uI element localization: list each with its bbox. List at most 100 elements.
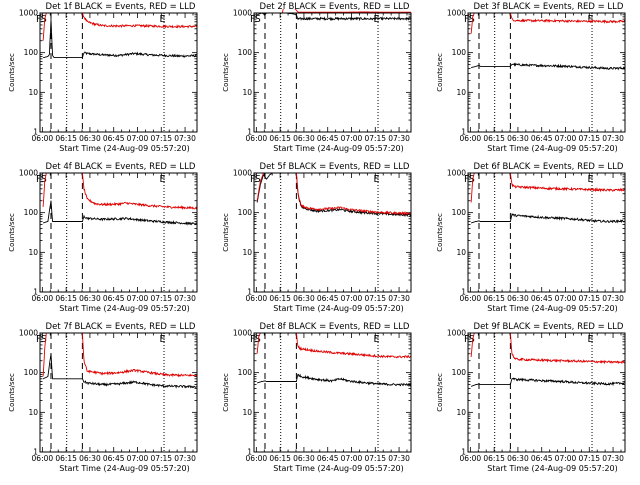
x-axis-label: Start Time (24-Aug-09 05:57:20)	[273, 144, 404, 153]
y-tick-label: 1	[247, 128, 252, 137]
plot-frame	[253, 172, 412, 293]
x-tick-label: 06:45	[317, 454, 339, 463]
y-tick-label: 100	[452, 368, 467, 377]
x-tick-label: 06:45	[317, 294, 339, 303]
x-tick-label: 06:15	[483, 134, 505, 143]
x-tick-label: 07:30	[388, 294, 410, 303]
panel-title: Det 3f BLACK = Events, RED = LLD	[474, 2, 624, 12]
panel-title: Det 9f BLACK = Events, RED = LLD	[474, 322, 624, 332]
y-tick-label: 10	[242, 408, 252, 417]
panel-title: Det 2f BLACK = Events, RED = LLD	[260, 2, 410, 12]
x-tick-label: 06:00	[32, 294, 54, 303]
marker-s-label: S	[41, 174, 47, 185]
series-group	[42, 332, 197, 389]
y-tick-label: 10	[242, 88, 252, 97]
x-tick-label: 07:15	[578, 454, 600, 463]
marker-f-label: F	[36, 14, 41, 25]
x-tick-label: 06:00	[32, 134, 54, 143]
x-axis-label: Start Time (24-Aug-09 05:57:20)	[59, 304, 190, 313]
y-axis-label: Counts/sec	[8, 373, 16, 412]
series-events	[256, 172, 411, 218]
y-tick-label: 1000	[447, 169, 466, 178]
y-axis-label: Counts/sec	[436, 373, 444, 412]
x-tick-label: 07:15	[150, 294, 172, 303]
x-tick-label: 07:30	[602, 134, 624, 143]
marker-s-label: S	[469, 174, 475, 185]
marker-e-label: E	[159, 334, 165, 345]
marker-f-label: F	[250, 174, 255, 185]
marker-e-label: E	[373, 334, 379, 345]
y-tick-label: 1000	[233, 169, 252, 178]
series-events	[470, 213, 625, 224]
x-tick-label: 06:00	[246, 454, 268, 463]
series-group	[256, 172, 411, 218]
x-tick-label: 07:30	[388, 134, 410, 143]
x-tick-label: 07:00	[555, 134, 577, 143]
panel-1: Det 1f BLACK = Events, RED = LLD Counts/s…	[8, 2, 198, 153]
y-tick-label: 100	[452, 48, 467, 57]
y-tick-label: 1000	[19, 169, 38, 178]
x-tick-label: 06:45	[531, 294, 553, 303]
panel-title: Det 4f BLACK = Events, RED = LLD	[46, 162, 196, 172]
x-tick-label: 06:15	[269, 134, 291, 143]
y-tick-label: 100	[452, 208, 467, 217]
x-tick-label: 06:15	[269, 294, 291, 303]
x-tick-label: 06:30	[507, 454, 529, 463]
marker-f-label: F	[250, 334, 255, 345]
marker-f-label: F	[464, 14, 469, 25]
x-tick-label: 07:15	[364, 454, 386, 463]
series-group	[42, 12, 197, 59]
marker-s-label: S	[469, 334, 475, 345]
marker-f-label: F	[464, 174, 469, 185]
y-tick-label: 1	[461, 128, 466, 137]
plot-frame	[39, 172, 198, 293]
x-axis-label: Start Time (24-Aug-09 05:57:20)	[273, 464, 404, 473]
panel-4: Det 4f BLACK = Events, RED = LLD Counts/s…	[8, 162, 198, 313]
y-axis-label: Counts/sec	[222, 373, 230, 412]
marker-s-label: S	[255, 14, 261, 25]
x-tick-label: 07:00	[127, 134, 149, 143]
x-tick-label: 06:30	[507, 294, 529, 303]
x-tick-label: 07:30	[174, 454, 196, 463]
y-tick-label: 1000	[447, 329, 466, 338]
marker-e-label: E	[373, 14, 379, 25]
x-tick-label: 06:15	[55, 294, 77, 303]
series-group	[256, 332, 411, 388]
marker-s-label: S	[41, 14, 47, 25]
x-tick-label: 06:30	[79, 134, 101, 143]
plot-frame	[253, 332, 412, 453]
series-lld	[256, 172, 411, 216]
series-group	[42, 172, 197, 226]
x-tick-label: 06:30	[293, 294, 315, 303]
panel-title: Det 8f BLACK = Events, RED = LLD	[260, 322, 410, 332]
y-tick-label: 100	[238, 48, 253, 57]
panel-title: Det 7f BLACK = Events, RED = LLD	[46, 322, 196, 332]
y-tick-label: 10	[242, 248, 252, 257]
plot-frame	[253, 12, 412, 133]
marker-e-label: E	[587, 14, 593, 25]
y-tick-label: 100	[24, 208, 39, 217]
series-lld	[257, 9, 411, 14]
y-tick-label: 1000	[447, 9, 466, 18]
x-tick-label: 06:45	[103, 134, 125, 143]
x-tick-label: 07:00	[341, 294, 363, 303]
marker-e-label: E	[159, 174, 165, 185]
y-axis-label: Counts/sec	[436, 213, 444, 252]
x-axis-label: Start Time (24-Aug-09 05:57:20)	[59, 464, 190, 473]
panel-title: Det 6f BLACK = Events, RED = LLD	[474, 162, 624, 172]
x-tick-label: 06:45	[103, 294, 125, 303]
y-tick-label: 1000	[19, 9, 38, 18]
y-tick-label: 1	[33, 448, 38, 457]
x-tick-label: 06:15	[55, 134, 77, 143]
x-tick-label: 06:30	[507, 134, 529, 143]
marker-e-label: E	[587, 174, 593, 185]
x-tick-label: 06:45	[531, 134, 553, 143]
series-group	[470, 12, 625, 71]
x-tick-label: 07:00	[555, 454, 577, 463]
x-tick-label: 07:15	[150, 134, 172, 143]
y-axis-label: Counts/sec	[222, 53, 230, 92]
x-axis-label: Start Time (24-Aug-09 05:57:20)	[273, 304, 404, 313]
plot-frame	[467, 12, 626, 133]
x-tick-label: 06:00	[460, 134, 482, 143]
